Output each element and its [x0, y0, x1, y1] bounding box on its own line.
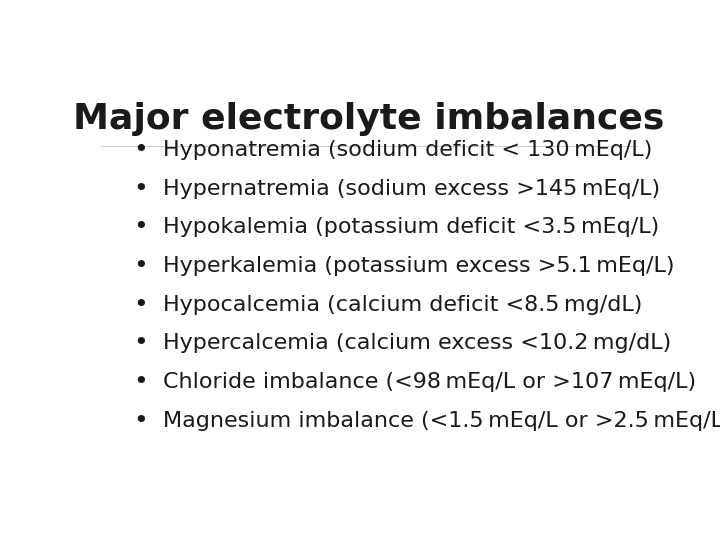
Text: Hyponatremia (sodium deficit < 130 mEq/L): Hyponatremia (sodium deficit < 130 mEq/L…	[163, 140, 652, 160]
Text: Major electrolyte imbalances: Major electrolyte imbalances	[73, 102, 665, 136]
Text: Hypernatremia (sodium excess >145 mEq/L): Hypernatremia (sodium excess >145 mEq/L)	[163, 179, 660, 199]
Text: •: •	[133, 332, 148, 355]
Text: Magnesium imbalance (<1.5 mEq/L or >2.5 mEq/L): Magnesium imbalance (<1.5 mEq/L or >2.5 …	[163, 411, 720, 431]
Text: Hyperkalemia (potassium excess >5.1 mEq/L): Hyperkalemia (potassium excess >5.1 mEq/…	[163, 256, 674, 276]
Text: Hypokalemia (potassium deficit <3.5 mEq/L): Hypokalemia (potassium deficit <3.5 mEq/…	[163, 218, 659, 238]
Text: •: •	[133, 254, 148, 278]
Text: •: •	[133, 293, 148, 317]
Text: •: •	[133, 215, 148, 239]
Text: •: •	[133, 177, 148, 201]
Text: •: •	[133, 370, 148, 394]
Text: Hypocalcemia (calcium deficit <8.5 mg/dL): Hypocalcemia (calcium deficit <8.5 mg/dL…	[163, 295, 642, 315]
Text: •: •	[133, 409, 148, 433]
Text: Hypercalcemia (calcium excess <10.2 mg/dL): Hypercalcemia (calcium excess <10.2 mg/d…	[163, 333, 671, 353]
Text: •: •	[133, 138, 148, 162]
Text: Chloride imbalance (<98 mEq/L or >107 mEq/L): Chloride imbalance (<98 mEq/L or >107 mE…	[163, 372, 696, 392]
